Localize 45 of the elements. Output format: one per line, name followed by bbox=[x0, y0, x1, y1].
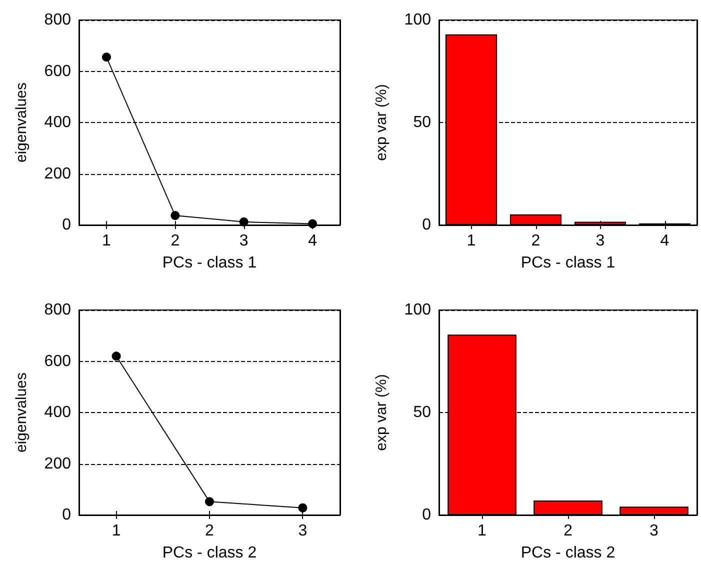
x-tick-label: 4 bbox=[660, 232, 670, 250]
x-axis-title: PCs - class 1 bbox=[520, 254, 616, 272]
y-tick-label: 200 bbox=[44, 455, 72, 472]
y-tick-label: 0 bbox=[62, 216, 72, 234]
y-tick-label: 600 bbox=[44, 62, 72, 80]
x-tick-label: 1 bbox=[102, 232, 112, 250]
y-tick-label: 400 bbox=[44, 404, 72, 421]
point bbox=[308, 219, 318, 228]
point bbox=[205, 497, 214, 506]
x-tick-label: 2 bbox=[205, 522, 214, 540]
point bbox=[112, 352, 121, 361]
y-axis-title: eigenvalues bbox=[13, 82, 30, 163]
x-tick-label: 2 bbox=[170, 232, 180, 250]
x-tick-label: 2 bbox=[531, 232, 540, 250]
y-tick-label: 800 bbox=[44, 302, 72, 318]
point bbox=[102, 52, 111, 62]
x-tick-label: 3 bbox=[239, 232, 248, 250]
y-tick-label: 0 bbox=[62, 506, 72, 524]
point bbox=[170, 211, 180, 220]
x-tick-label: 1 bbox=[466, 232, 476, 250]
point bbox=[239, 217, 248, 226]
y-tick-label: 50 bbox=[413, 114, 432, 131]
y-tick-label: 100 bbox=[404, 12, 432, 28]
x-axis-title: PCs - class 1 bbox=[162, 254, 257, 272]
y-tick-label: 0 bbox=[422, 506, 432, 524]
y-axis-title: exp var (%) bbox=[373, 374, 390, 451]
x-tick-label: 1 bbox=[478, 522, 487, 540]
y-tick-label: 600 bbox=[44, 352, 72, 370]
y-tick-label: 400 bbox=[44, 114, 72, 131]
y-tick-label: 100 bbox=[404, 302, 432, 318]
x-tick-label: 1 bbox=[112, 522, 121, 540]
y-tick-label: 0 bbox=[422, 216, 432, 234]
x-tick-label: 3 bbox=[298, 522, 308, 540]
point bbox=[298, 503, 308, 512]
x-axis-title: PCs - class 2 bbox=[162, 544, 257, 562]
y-tick-label: 50 bbox=[413, 404, 432, 421]
y-axis-title: exp var (%) bbox=[373, 84, 390, 161]
x-tick-label: 3 bbox=[650, 522, 659, 540]
x-tick-label: 4 bbox=[308, 232, 318, 250]
y-tick-label: 800 bbox=[44, 12, 72, 28]
x-axis-title: PCs - class 2 bbox=[520, 544, 616, 562]
x-tick-label: 3 bbox=[596, 232, 605, 250]
y-tick-label: 200 bbox=[44, 165, 72, 182]
x-tick-label: 2 bbox=[564, 522, 573, 540]
y-axis-title: eigenvalues bbox=[13, 372, 30, 453]
